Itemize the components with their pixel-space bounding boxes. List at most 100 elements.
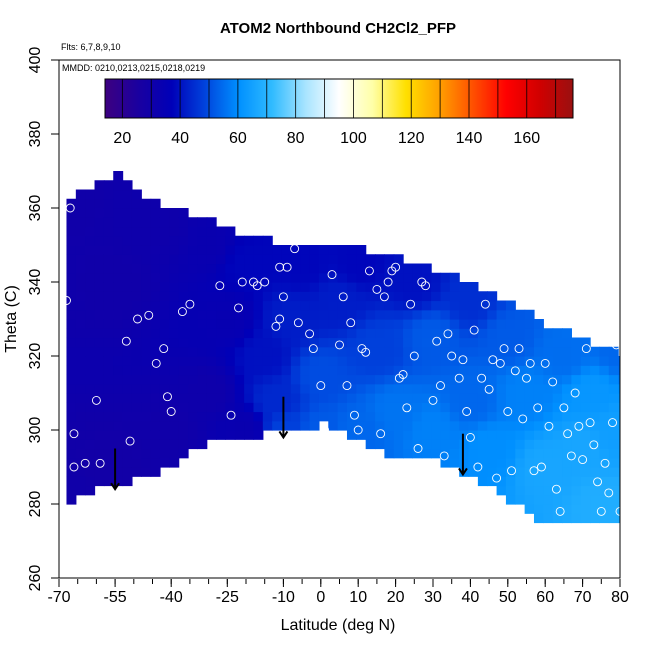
field-cell bbox=[533, 411, 544, 422]
field-cell bbox=[337, 300, 348, 311]
field-cell bbox=[122, 272, 133, 283]
field-cell bbox=[103, 235, 114, 246]
field-cell bbox=[113, 235, 124, 246]
field-cell bbox=[365, 300, 376, 311]
field-cell bbox=[244, 365, 255, 376]
sample-marker bbox=[421, 281, 430, 291]
field-cell bbox=[188, 374, 198, 385]
field-cell bbox=[234, 393, 245, 403]
field-cell bbox=[141, 282, 152, 292]
field-cell bbox=[590, 365, 601, 376]
field-cell bbox=[590, 504, 601, 514]
field-cell bbox=[281, 263, 292, 274]
field-cell bbox=[272, 309, 283, 320]
field-cell bbox=[468, 319, 479, 329]
field-cell bbox=[216, 411, 227, 422]
field-cell bbox=[468, 393, 479, 403]
sample-marker bbox=[91, 395, 101, 405]
field-cell bbox=[206, 235, 217, 246]
field-cell bbox=[122, 235, 133, 246]
field-cell bbox=[94, 374, 105, 385]
field-cell bbox=[253, 337, 264, 348]
sample-marker bbox=[278, 292, 288, 302]
field-cell bbox=[318, 254, 329, 265]
field-cell bbox=[300, 365, 311, 376]
field-cell bbox=[309, 328, 320, 339]
field-cell bbox=[543, 337, 554, 348]
field-cell bbox=[421, 328, 432, 339]
field-cell bbox=[524, 476, 535, 487]
field-cell bbox=[281, 282, 292, 292]
field-cell bbox=[608, 411, 619, 422]
field-cell bbox=[590, 402, 601, 413]
field-cell bbox=[599, 485, 610, 496]
field-cell bbox=[309, 254, 320, 265]
field-cell bbox=[85, 189, 96, 200]
field-cell bbox=[197, 291, 208, 302]
field-cell bbox=[477, 393, 488, 403]
field-cell bbox=[103, 476, 114, 487]
field-cell bbox=[206, 291, 217, 302]
field-cell bbox=[580, 504, 591, 514]
field-cell bbox=[580, 494, 591, 505]
field-cell bbox=[468, 448, 479, 459]
field-cell bbox=[393, 374, 404, 385]
field-cell bbox=[169, 402, 180, 413]
field-cell bbox=[253, 356, 264, 366]
field-cell bbox=[440, 282, 451, 292]
field-cell bbox=[309, 319, 320, 329]
field-cell bbox=[449, 328, 460, 339]
field-cell bbox=[253, 430, 264, 440]
field-cell bbox=[131, 420, 142, 431]
field-cell bbox=[608, 467, 619, 477]
field-cell bbox=[562, 393, 572, 403]
field-cell bbox=[253, 245, 264, 255]
field-cell bbox=[141, 393, 152, 403]
sample-marker bbox=[62, 296, 71, 305]
field-cell bbox=[431, 439, 442, 450]
field-cell bbox=[580, 439, 591, 450]
field-cell bbox=[440, 309, 451, 320]
field-cell bbox=[169, 457, 180, 468]
field-cell bbox=[75, 439, 86, 450]
field-cell bbox=[75, 485, 86, 496]
field-cell bbox=[337, 402, 348, 413]
sample-marker bbox=[615, 506, 620, 516]
x-tick-label: 70 bbox=[574, 589, 592, 606]
field-cell bbox=[309, 411, 320, 422]
field-cell bbox=[459, 291, 470, 302]
field-cell bbox=[543, 365, 554, 376]
field-cell bbox=[346, 411, 357, 422]
field-cell bbox=[618, 467, 620, 477]
field-cell bbox=[412, 365, 423, 376]
field-cell bbox=[384, 291, 395, 302]
field-cell bbox=[122, 448, 133, 459]
field-cell bbox=[66, 448, 77, 459]
field-cell bbox=[141, 439, 152, 450]
field-cell bbox=[431, 402, 442, 413]
field-cell bbox=[384, 356, 395, 366]
field-cell bbox=[197, 365, 208, 376]
field-cell bbox=[590, 346, 601, 357]
field-cell bbox=[244, 346, 255, 357]
field-cell bbox=[234, 365, 245, 376]
field-cell bbox=[103, 254, 114, 265]
field-cell bbox=[393, 282, 404, 292]
field-cell bbox=[244, 282, 255, 292]
field-cell bbox=[552, 467, 563, 477]
field-cell bbox=[328, 365, 339, 376]
field-cell bbox=[375, 402, 385, 413]
field-cell bbox=[533, 337, 544, 348]
field-cell bbox=[515, 494, 526, 505]
field-cell bbox=[309, 374, 320, 385]
x-tick-label: 50 bbox=[499, 589, 517, 606]
field-cell bbox=[85, 476, 96, 487]
field-cell bbox=[272, 402, 283, 413]
field-cell bbox=[346, 420, 357, 431]
y-tick-label: 280 bbox=[27, 491, 44, 518]
sample-marker bbox=[166, 407, 176, 416]
sample-marker bbox=[495, 358, 505, 368]
sample-marker bbox=[125, 436, 135, 446]
field-cell bbox=[253, 291, 264, 302]
field-cell bbox=[169, 439, 180, 450]
